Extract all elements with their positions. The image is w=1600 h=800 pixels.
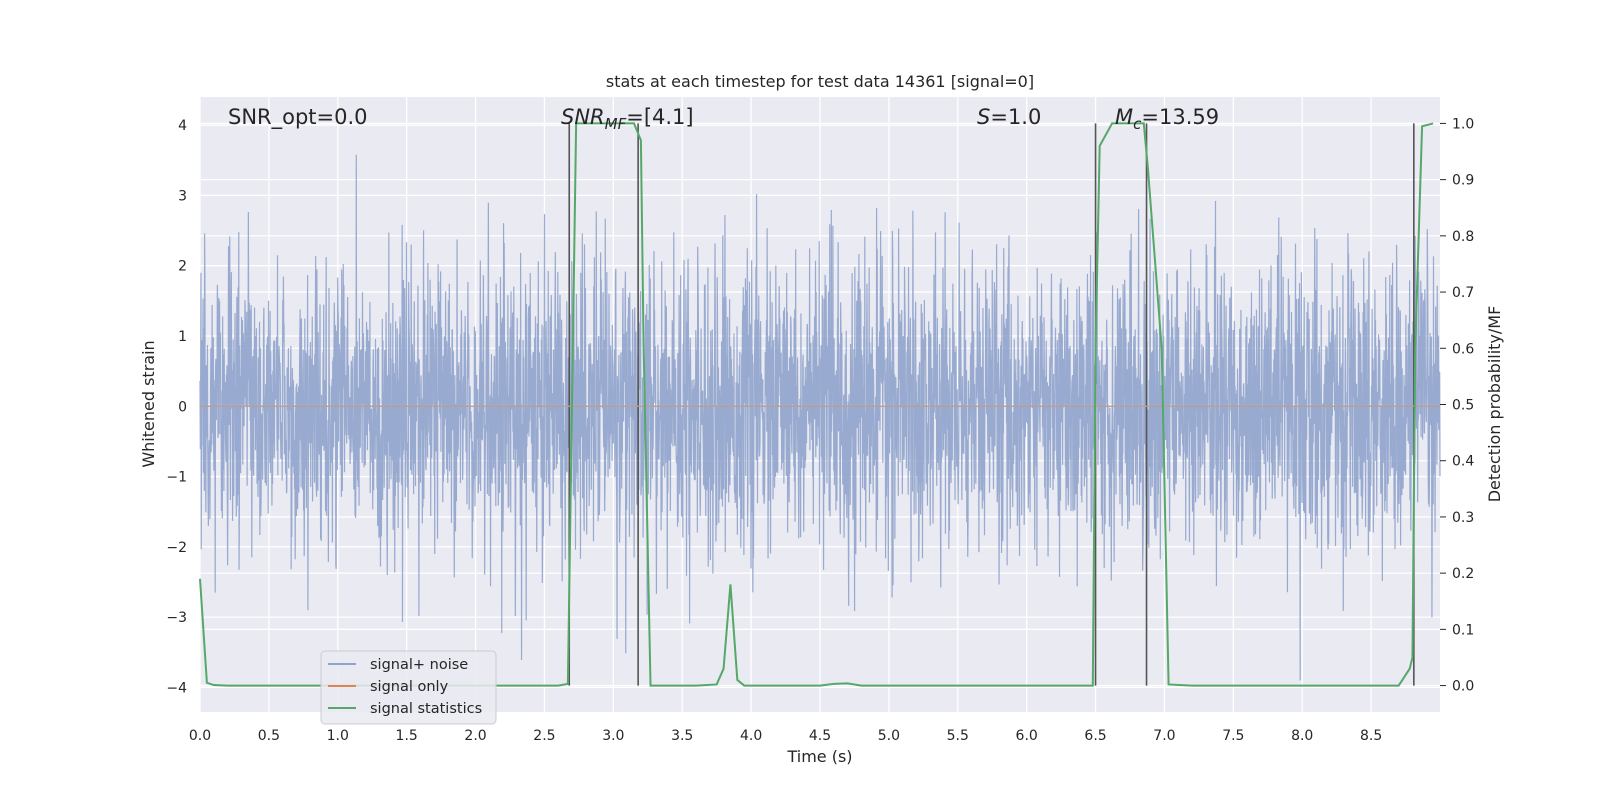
x-tick-label: 4.5 [809,728,831,744]
mc-symbol: M [1115,105,1133,129]
right-y-tick-label: 0.1 [1452,622,1474,638]
left-y-tick-label: 0 [178,399,187,415]
right-y-tick-label: 0.6 [1452,341,1474,357]
x-tick-label: 0.0 [189,728,211,744]
left-y-tick-label: 3 [178,188,187,204]
left-y-tick-label: −1 [166,470,187,486]
x-tick-label: 1.5 [396,728,418,744]
x-tick-label: 4.0 [740,728,762,744]
right-y-tick-label: 0.3 [1452,510,1474,526]
s-symbol: S [977,105,990,129]
x-tick-label: 1.0 [327,728,349,744]
right-y-tick-label: 0.9 [1452,173,1474,189]
right-y-tick-label: 0.2 [1452,566,1474,582]
right-y-tick-label: 0.5 [1452,398,1474,414]
chart-title: stats at each timestep for test data 143… [606,72,1034,91]
x-tick-label: 3.0 [602,728,624,744]
snr-mf-subscript: MF [605,115,627,133]
left-y-tick-label: −3 [166,610,187,626]
x-axis-ticks: 0.0 0.5 1.0 1.5 2.0 2.5 3.0 3.5 4.0 4.5 5.0 5.5 6.0 6… [189,728,1382,744]
left-y-axis-ticks: 4 3 2 1 0 −1 −2 −3 −4 [166,118,187,696]
left-y-tick-label: −2 [166,540,187,556]
snr-mf-annotation: SNRMF=[4.1] [561,105,694,133]
left-y-tick-label: 2 [178,259,187,275]
snr-mf-symbol: SNR [561,105,605,129]
x-tick-label: 7.0 [1153,728,1175,744]
x-tick-label: 3.5 [671,728,693,744]
mc-annotation: Mc=13.59 [1115,105,1219,133]
x-tick-label: 6.5 [1084,728,1106,744]
snr-opt-annotation: SNR_opt=0.0 [228,105,368,130]
legend: signal+ noise signal only signal statist… [320,650,497,725]
mc-subscript: c [1133,115,1142,133]
x-tick-label: 6.0 [1016,728,1038,744]
left-y-tick-label: 4 [178,118,187,134]
signal-statistics-line [199,122,1434,687]
snr-mf-value: =[4.1] [626,105,693,129]
x-tick-label: 5.5 [947,728,969,744]
right-y-tick-label: 0.8 [1452,229,1474,245]
right-y-axis-label: Detection probability/MF [1485,306,1504,503]
x-axis-label: Time (s) [786,747,852,766]
signal-plus-noise-series [199,154,1441,681]
x-tick-label: 8.0 [1291,728,1313,744]
right-y-tick-label: 0.0 [1452,679,1474,695]
x-tick-label: 8.5 [1360,728,1382,744]
signal-plus-noise-line [199,154,1441,681]
mc-value: =13.59 [1141,105,1219,129]
right-y-axis-ticks: 1.0 0.9 0.8 0.7 0.6 0.5 0.4 0.3 0.2 0.1 0.0 [1440,116,1474,695]
x-tick-label: 5.0 [878,728,900,744]
s-annotation: S=1.0 [977,105,1041,129]
left-y-tick-label: −4 [166,680,187,696]
x-tick-label: 2.0 [464,728,486,744]
right-y-tick-label: 1.0 [1452,116,1474,132]
x-tick-label: 0.5 [258,728,280,744]
legend-label-signal-only: signal only [370,679,449,695]
right-y-tick-label: 0.4 [1452,454,1474,470]
signal-statistics-series [199,122,1434,687]
legend-label-signal-statistics: signal statistics [370,701,482,717]
right-y-tick-label: 0.7 [1452,285,1474,301]
x-tick-label: 2.5 [533,728,555,744]
left-y-axis-label: Whitened strain [139,340,158,467]
s-value: =1.0 [990,105,1041,129]
x-tick-label: 7.5 [1222,728,1244,744]
legend-box [320,650,497,725]
legend-label-signal-noise: signal+ noise [370,657,468,673]
left-y-tick-label: 1 [178,329,187,345]
annotations: SNR_opt=0.0 SNRMF=[4.1] S=1.0 Mc=13.59 [228,105,1219,133]
